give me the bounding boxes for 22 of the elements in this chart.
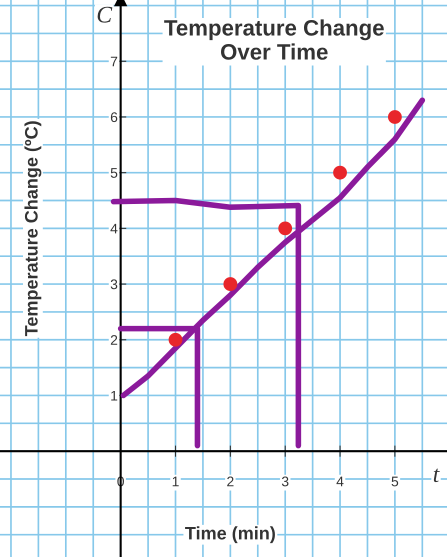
y-tick-label: 3: [110, 279, 118, 290]
y-tick-label: 2: [110, 335, 118, 345]
point: [223, 277, 238, 291]
y-tick-label: 5: [110, 168, 118, 178]
y-tick-label: 1: [111, 390, 118, 401]
y-tick-label: 7: [110, 56, 118, 66]
x-tick-label: 4: [336, 476, 344, 486]
point: [388, 110, 402, 124]
y-tick-label: 6: [110, 112, 118, 122]
y-tick-label: 4: [110, 224, 118, 234]
point: [333, 166, 347, 180]
text: Temperature Change Over Time: [164, 19, 384, 60]
x-tick-label: 5: [392, 476, 398, 486]
y-axis-title: Temperature Change (ºC): [24, 121, 42, 336]
annotation: t: [434, 468, 440, 482]
point: [278, 221, 292, 236]
x-axis-title: Time (min): [185, 526, 275, 544]
x-tick-label: 2: [227, 476, 234, 486]
point: [168, 332, 182, 347]
annotation: C: [98, 6, 112, 23]
x-tick-label: 1: [172, 476, 179, 486]
x-tick-label: 3: [282, 476, 288, 486]
